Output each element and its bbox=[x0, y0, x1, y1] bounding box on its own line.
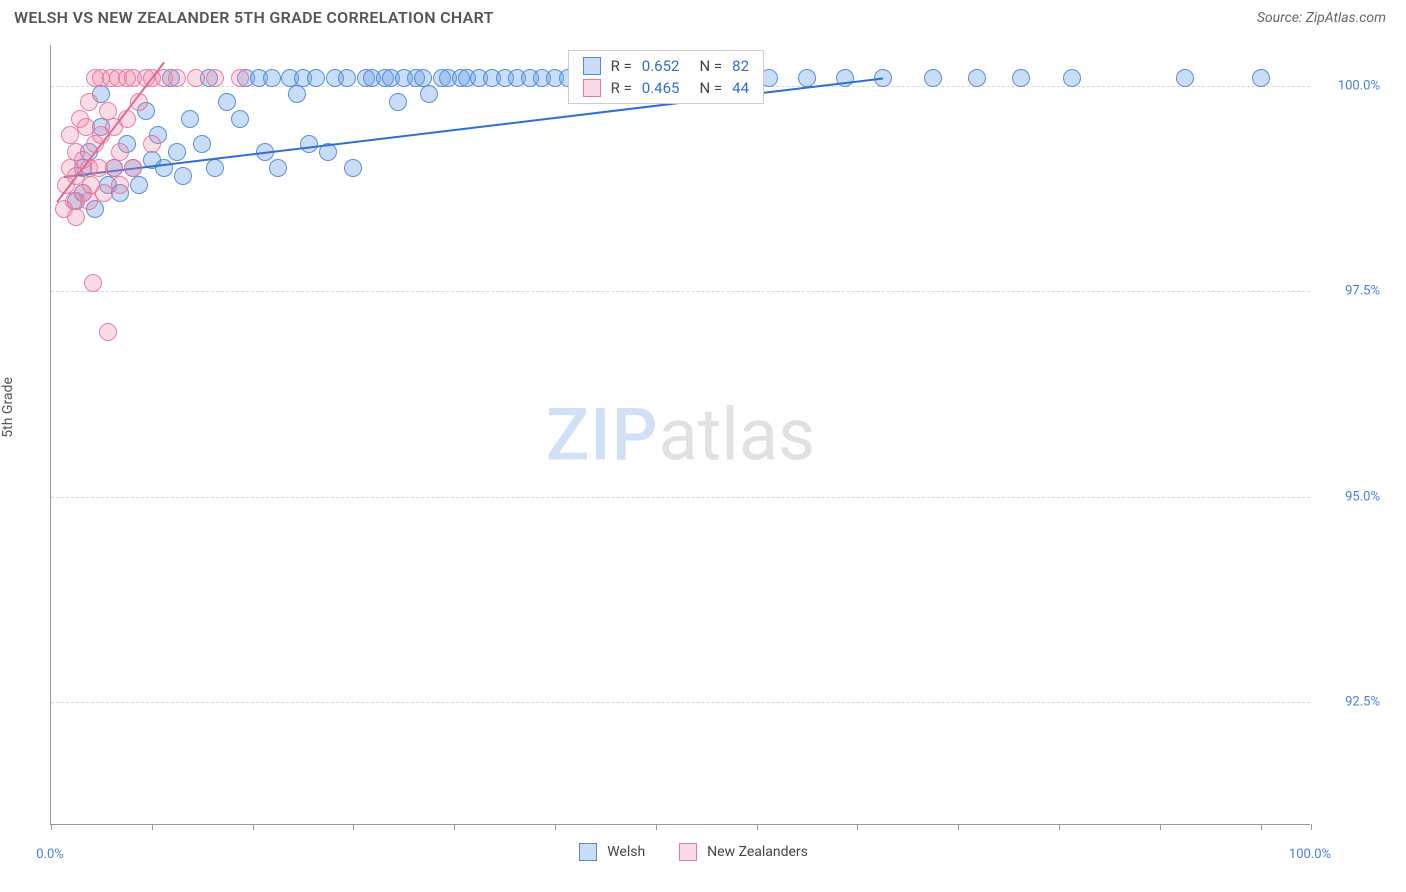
stats-legend: R = 0.652 N = 82 R = 0.465 N = 44 bbox=[568, 50, 764, 104]
x-tick bbox=[757, 824, 758, 830]
stat-n-value: 82 bbox=[732, 57, 749, 75]
plot-area: ZIPatlas 92.5%95.0%97.5%100.0%R = 0.652N… bbox=[50, 45, 1310, 825]
data-point[interactable] bbox=[420, 85, 438, 103]
data-point[interactable] bbox=[99, 102, 117, 120]
x-tick bbox=[253, 824, 254, 830]
data-point[interactable] bbox=[206, 69, 224, 87]
x-tick bbox=[51, 824, 52, 830]
data-point[interactable] bbox=[798, 69, 816, 87]
y-tick-label: 92.5% bbox=[1320, 694, 1380, 709]
legend-swatch bbox=[583, 79, 601, 97]
data-point[interactable] bbox=[344, 159, 362, 177]
x-tick bbox=[857, 824, 858, 830]
data-point[interactable] bbox=[307, 69, 325, 87]
data-point[interactable] bbox=[1252, 69, 1270, 87]
x-tick bbox=[555, 824, 556, 830]
data-point[interactable] bbox=[269, 159, 287, 177]
data-point[interactable] bbox=[338, 69, 356, 87]
x-tick bbox=[353, 824, 354, 830]
data-point[interactable] bbox=[1063, 69, 1081, 87]
x-tick bbox=[1059, 824, 1060, 830]
data-point[interactable] bbox=[300, 135, 318, 153]
data-point[interactable] bbox=[111, 176, 129, 194]
data-point[interactable] bbox=[193, 135, 211, 153]
x-tick bbox=[1261, 824, 1262, 830]
x-tick bbox=[1311, 824, 1312, 830]
data-point[interactable] bbox=[924, 69, 942, 87]
data-point[interactable] bbox=[414, 69, 432, 87]
stat-r-value: 0.652 bbox=[642, 57, 680, 75]
data-point[interactable] bbox=[130, 176, 148, 194]
series-legend: Welsh New Zealanders bbox=[579, 843, 832, 861]
chart-title: WELSH VS NEW ZEALANDER 5TH GRADE CORRELA… bbox=[14, 8, 494, 27]
x-tick-label: 100.0% bbox=[1289, 847, 1331, 862]
data-point[interactable] bbox=[389, 93, 407, 111]
watermark-zip: ZIP bbox=[546, 392, 659, 477]
data-point[interactable] bbox=[206, 159, 224, 177]
stat-r-label: R = bbox=[611, 79, 632, 97]
x-tick-label: 0.0% bbox=[36, 847, 64, 862]
data-point[interactable] bbox=[105, 159, 123, 177]
legend-swatch bbox=[679, 843, 697, 861]
chart-header: WELSH VS NEW ZEALANDER 5TH GRADE CORRELA… bbox=[0, 0, 1406, 35]
x-tick bbox=[656, 824, 657, 830]
y-tick-label: 95.0% bbox=[1320, 489, 1380, 504]
data-point[interactable] bbox=[155, 159, 173, 177]
data-point[interactable] bbox=[111, 143, 129, 161]
x-tick bbox=[958, 824, 959, 830]
data-point[interactable] bbox=[84, 274, 102, 292]
data-point[interactable] bbox=[168, 143, 186, 161]
gridline bbox=[51, 497, 1310, 498]
gridline bbox=[51, 702, 1310, 703]
stat-n-value: 44 bbox=[732, 79, 749, 97]
data-point[interactable] bbox=[124, 159, 142, 177]
stats-row: R = 0.652 N = 82 bbox=[583, 55, 749, 77]
data-point[interactable] bbox=[80, 93, 98, 111]
y-axis-label: 5th Grade bbox=[0, 377, 16, 438]
stats-row: R = 0.465 N = 44 bbox=[583, 77, 749, 99]
data-point[interactable] bbox=[181, 110, 199, 128]
y-tick-label: 97.5% bbox=[1320, 284, 1380, 299]
watermark: ZIPatlas bbox=[546, 392, 815, 477]
x-tick bbox=[1160, 824, 1161, 830]
legend-label: New Zealanders bbox=[707, 844, 808, 860]
gridline bbox=[51, 291, 1310, 292]
data-point[interactable] bbox=[1012, 69, 1030, 87]
legend-swatch bbox=[583, 57, 601, 75]
stat-r-value: 0.465 bbox=[642, 79, 680, 97]
source-attribution: Source: ZipAtlas.com bbox=[1257, 10, 1386, 26]
data-point[interactable] bbox=[218, 93, 236, 111]
watermark-atlas: atlas bbox=[659, 392, 816, 477]
data-point[interactable] bbox=[168, 69, 186, 87]
data-point[interactable] bbox=[968, 69, 986, 87]
data-point[interactable] bbox=[1176, 69, 1194, 87]
data-point[interactable] bbox=[174, 167, 192, 185]
data-point[interactable] bbox=[288, 85, 306, 103]
data-point[interactable] bbox=[61, 126, 79, 144]
chart-container: 5th Grade ZIPatlas 92.5%95.0%97.5%100.0%… bbox=[0, 35, 1406, 885]
data-point[interactable] bbox=[99, 323, 117, 341]
data-point[interactable] bbox=[231, 110, 249, 128]
legend-swatch bbox=[579, 843, 597, 861]
data-point[interactable] bbox=[67, 208, 85, 226]
x-tick bbox=[152, 824, 153, 830]
data-point[interactable] bbox=[231, 69, 249, 87]
data-point[interactable] bbox=[143, 135, 161, 153]
data-point[interactable] bbox=[95, 184, 113, 202]
legend-label: Welsh bbox=[607, 844, 645, 860]
y-tick-label: 100.0% bbox=[1320, 79, 1380, 94]
data-point[interactable] bbox=[263, 69, 281, 87]
stat-r-label: R = bbox=[611, 57, 632, 75]
data-point[interactable] bbox=[187, 69, 205, 87]
x-tick bbox=[454, 824, 455, 830]
stat-n-label: N = bbox=[699, 79, 722, 97]
stat-n-label: N = bbox=[699, 57, 722, 75]
